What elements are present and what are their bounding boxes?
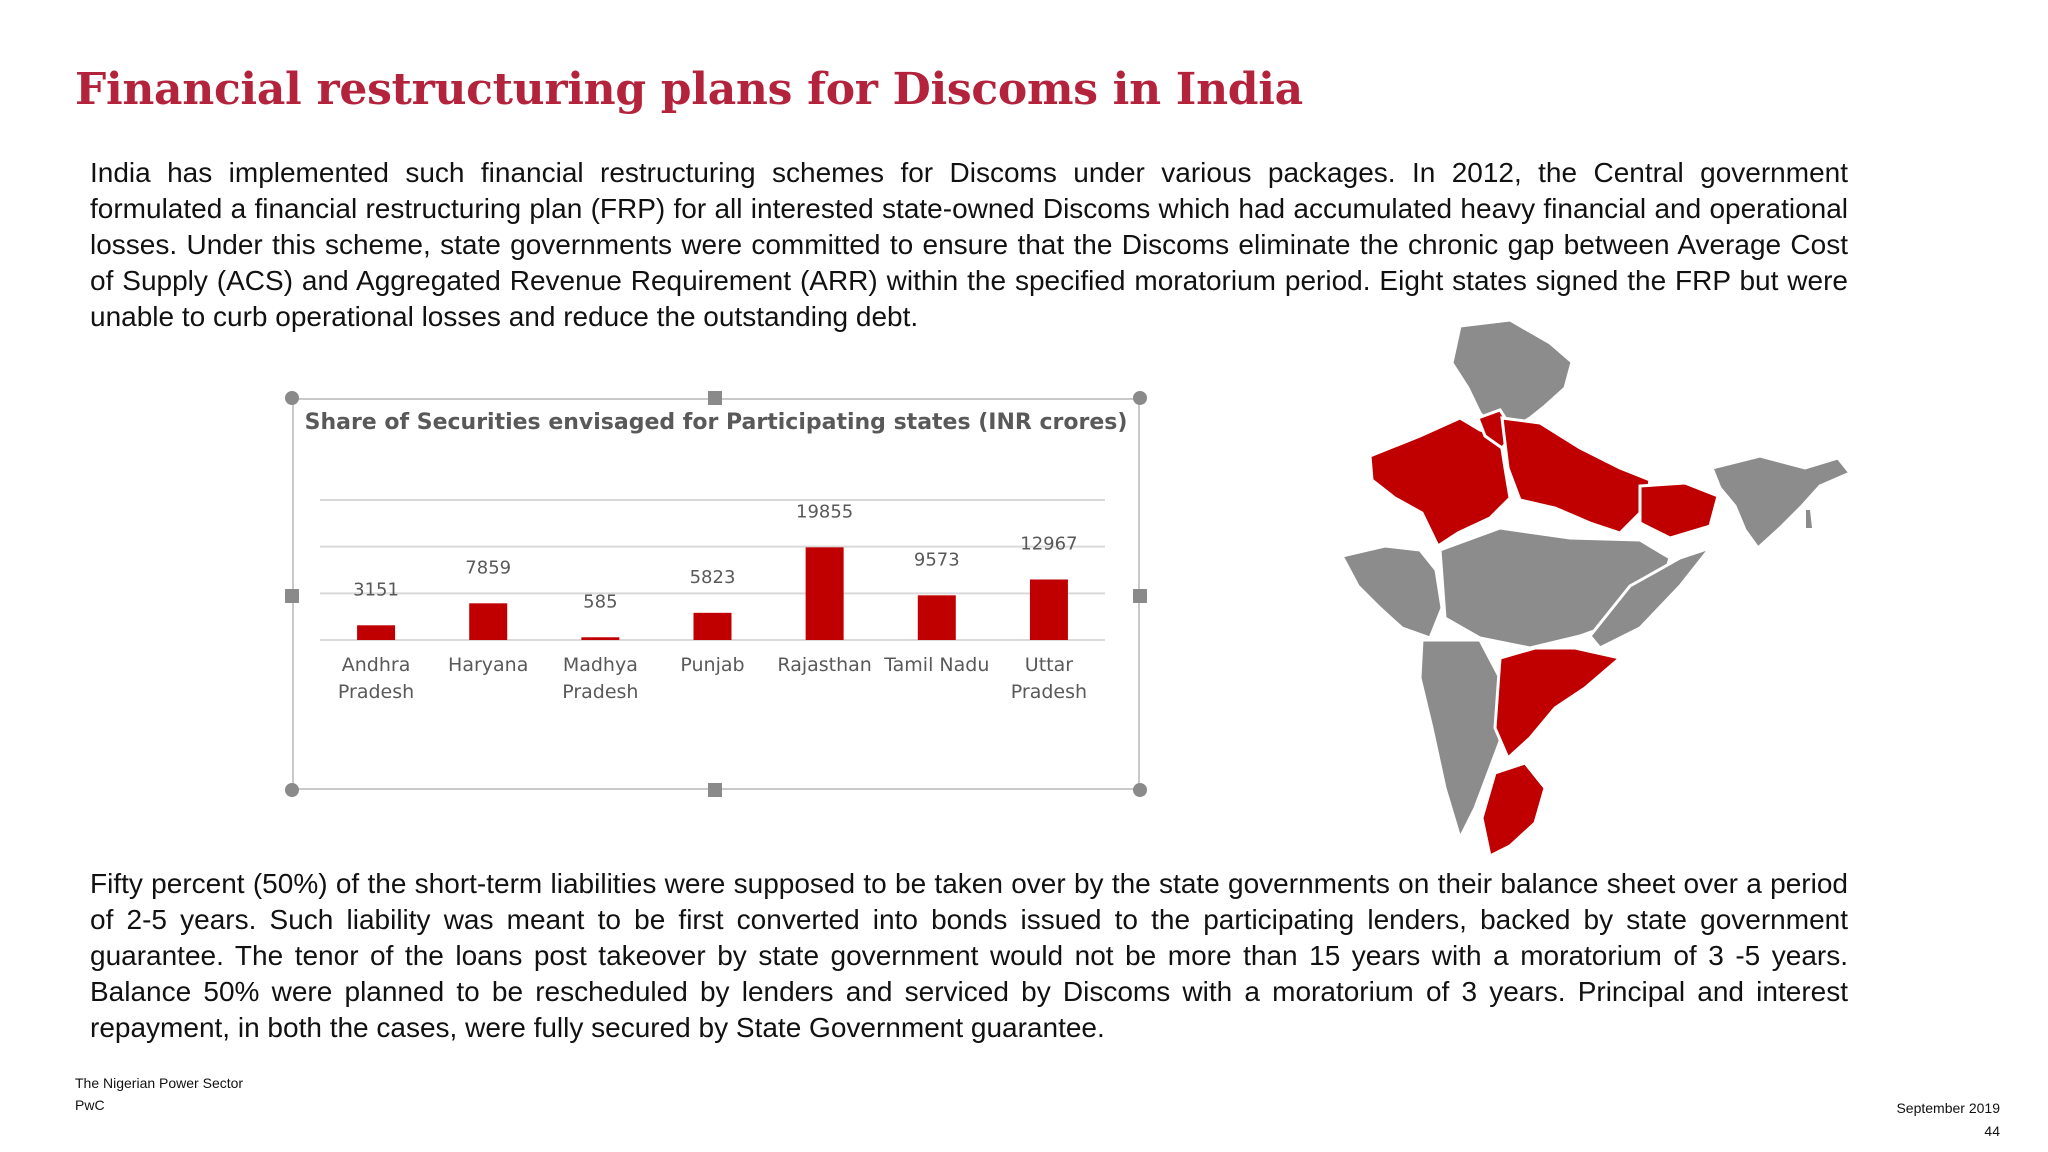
body-paragraph: Fifty percent (50%) of the short-term li…: [90, 868, 1848, 1043]
footer-org: PwC: [75, 1097, 105, 1113]
resize-handle-top-right[interactable]: [1133, 391, 1147, 405]
footer-date: September 2019: [1896, 1100, 2000, 1116]
map-region-islands: [1746, 506, 1812, 533]
map-region-bihar: [1638, 481, 1720, 540]
map-region-north: [1450, 318, 1574, 438]
page-title: Financial restructuring plans for Discom…: [75, 64, 1303, 115]
intro-paragraph: India has implemented such financial res…: [90, 157, 1848, 332]
india-map: [1340, 318, 1853, 859]
map-region-west-south: [1418, 638, 1507, 843]
map-highlight-regions: [1368, 408, 1720, 859]
map-region-andhra-pradesh: [1493, 646, 1624, 761]
resize-handle-bottom-left[interactable]: [285, 783, 299, 797]
footer-page-number: 44: [1984, 1123, 2000, 1139]
footer-source: The Nigerian Power Sector: [75, 1075, 244, 1091]
resize-handle-right[interactable]: [1133, 589, 1147, 603]
map-region-rajasthan: [1368, 416, 1512, 549]
resize-handle-top-left[interactable]: [285, 391, 299, 405]
resize-handle-bottom[interactable]: [708, 783, 722, 797]
resize-handle-top[interactable]: [708, 391, 722, 405]
map-region-gujarat: [1340, 544, 1444, 640]
resize-handle-bottom-right[interactable]: [1133, 783, 1147, 797]
map-region-tamil-nadu: [1480, 761, 1547, 859]
map-base-regions: [1340, 318, 1853, 843]
resize-handle-left[interactable]: [285, 589, 299, 603]
chart-frame[interactable]: [292, 398, 1140, 790]
map-region-uttar-pradesh: [1500, 416, 1652, 535]
map-region-northeast: [1709, 454, 1853, 551]
chart-title: Share of Securities envisaged for Partic…: [304, 410, 1128, 435]
map-region-east: [1588, 544, 1715, 650]
